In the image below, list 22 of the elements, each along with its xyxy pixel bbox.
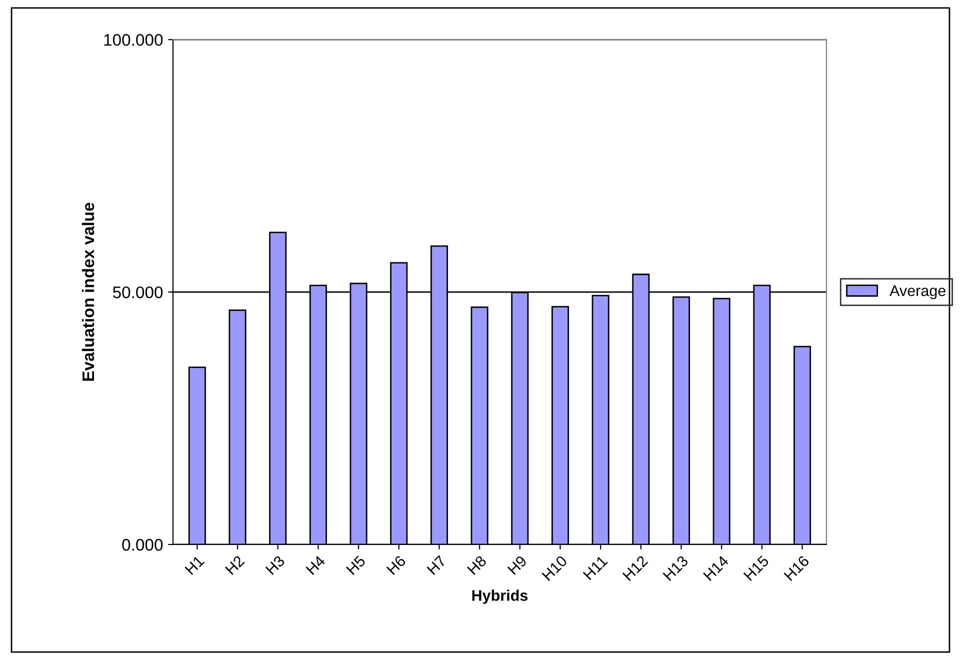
x-tick-label: H8 xyxy=(466,554,488,576)
x-tick-label: H7 xyxy=(426,555,446,575)
x-axis-title: Hybrids xyxy=(472,590,528,604)
x-tick-label: H6 xyxy=(386,554,406,576)
y-axis-title: Evaluation index value xyxy=(82,202,94,381)
y-tick-label: 0.000 xyxy=(122,538,163,551)
y-tick-label: 100.000 xyxy=(104,34,163,46)
x-tick-label: H1 xyxy=(184,555,204,575)
y-tick-label: 50.000 xyxy=(112,286,163,298)
legend-label: Average xyxy=(890,285,946,300)
x-tick-label: H4 xyxy=(306,554,326,575)
x-tick-label: H12 xyxy=(622,555,648,581)
x-tick-label: H11 xyxy=(582,555,608,580)
x-tick-label: H3 xyxy=(265,554,286,576)
x-tick-label: H14 xyxy=(703,554,730,581)
x-tick-label: H16 xyxy=(784,554,810,582)
x-tick-label: H13 xyxy=(662,554,689,582)
x-tick-label: H9 xyxy=(507,555,528,576)
x-tick-label: H2 xyxy=(224,555,245,575)
x-tick-label: H5 xyxy=(346,555,366,576)
x-tick-label: H10 xyxy=(542,554,568,582)
x-tick-label: H15 xyxy=(743,555,770,582)
